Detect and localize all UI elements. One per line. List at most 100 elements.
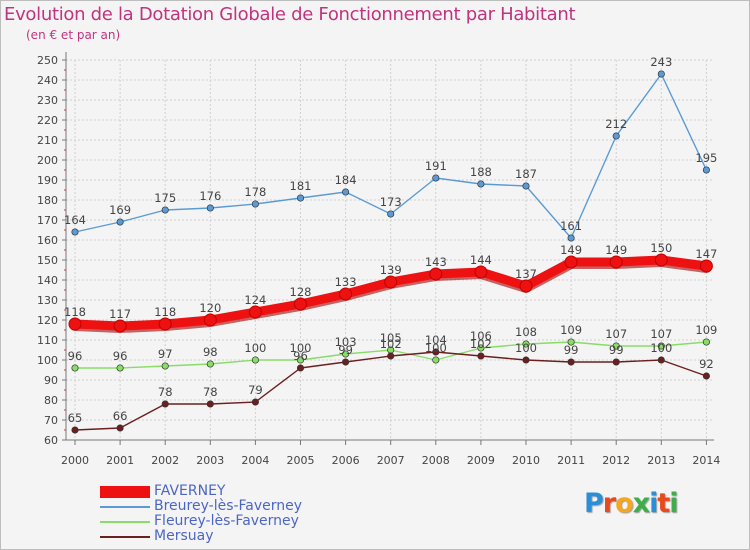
data-label-mersuay: 92 <box>699 357 714 371</box>
data-label-breurey-l-s-faverney: 173 <box>380 195 402 209</box>
data-label-mersuay: 78 <box>158 385 173 399</box>
data-point-breurey-l-s-faverney <box>702 166 710 174</box>
x-tick-label: 2013 <box>647 454 675 467</box>
data-point-breurey-l-s-faverney <box>657 70 665 78</box>
data-label-faverney: 150 <box>650 241 672 255</box>
data-label-breurey-l-s-faverney: 212 <box>605 117 627 131</box>
data-label-breurey-l-s-faverney: 176 <box>199 189 221 203</box>
legend-label: Mersuay <box>154 528 214 544</box>
y-tick-label: 130 <box>37 294 58 307</box>
y-tick-label: 190 <box>37 174 58 187</box>
y-tick-label: 210 <box>37 134 58 147</box>
data-point-faverney <box>564 255 578 269</box>
data-point-mersuay <box>387 352 395 360</box>
logo-letter: r <box>602 488 616 519</box>
data-label-breurey-l-s-faverney: 243 <box>650 55 672 69</box>
data-label-breurey-l-s-faverney: 188 <box>470 165 492 179</box>
series <box>68 70 713 434</box>
data-point-faverney <box>429 267 443 281</box>
data-label-faverney: 120 <box>199 301 221 315</box>
data-label-breurey-l-s-faverney: 169 <box>109 203 131 217</box>
data-point-fleurey-l-s-faverney <box>567 338 575 346</box>
y-tick-label: 60 <box>44 434 58 447</box>
y-tick-label: 170 <box>37 214 58 227</box>
x-tick-label: 2012 <box>602 454 630 467</box>
y-tick-label: 230 <box>37 94 58 107</box>
data-label-breurey-l-s-faverney: 184 <box>335 173 357 187</box>
y-tick-label: 90 <box>44 374 58 387</box>
data-label-mersuay: 66 <box>113 409 128 423</box>
data-point-fleurey-l-s-faverney <box>116 364 124 372</box>
data-label-faverney: 143 <box>425 255 447 269</box>
data-point-faverney <box>474 265 488 279</box>
data-label-fleurey-l-s-faverney: 100 <box>244 341 266 355</box>
legend-swatch <box>100 486 150 498</box>
logo-letter: t <box>657 488 670 519</box>
data-label-breurey-l-s-faverney: 191 <box>425 159 447 173</box>
data-label-fleurey-l-s-faverney: 103 <box>335 335 357 349</box>
data-label-breurey-l-s-faverney: 178 <box>244 185 266 199</box>
data-point-faverney <box>609 255 623 269</box>
data-point-faverney <box>339 287 353 301</box>
data-point-breurey-l-s-faverney <box>251 200 259 208</box>
data-label-fleurey-l-s-faverney: 107 <box>605 327 627 341</box>
x-tick-label: 2010 <box>512 454 540 467</box>
x-tick-label: 2009 <box>467 454 495 467</box>
data-label-faverney: 117 <box>109 307 131 321</box>
legend-swatch <box>100 521 150 523</box>
data-label-mersuay: 65 <box>68 411 83 425</box>
data-label-breurey-l-s-faverney: 175 <box>154 191 176 205</box>
data-point-fleurey-l-s-faverney <box>432 356 440 364</box>
data-labels: 164 169 175 176 178 181 184 173 191 188 187 161 212 2… <box>64 55 717 425</box>
data-point-fleurey-l-s-faverney <box>702 338 710 346</box>
data-point-fleurey-l-s-faverney <box>477 344 485 352</box>
data-point-faverney <box>158 317 172 331</box>
data-point-breurey-l-s-faverney <box>522 182 530 190</box>
data-label-faverney: 149 <box>605 243 627 257</box>
data-label-fleurey-l-s-faverney: 109 <box>560 323 582 337</box>
data-label-fleurey-l-s-faverney: 108 <box>515 325 537 339</box>
x-tick-label: 2014 <box>692 454 720 467</box>
x-tick-label: 2003 <box>196 454 224 467</box>
chart-title: Evolution de la Dotation Globale de Fonc… <box>4 4 576 25</box>
data-label-mersuay: 100 <box>650 341 672 355</box>
x-tick-label: 2008 <box>422 454 450 467</box>
y-tick-label: 120 <box>37 314 58 327</box>
data-point-faverney <box>699 259 713 273</box>
data-label-breurey-l-s-faverney: 164 <box>64 213 86 227</box>
data-point-faverney <box>113 319 127 333</box>
data-label-faverney: 124 <box>244 293 266 307</box>
data-point-mersuay <box>612 358 620 366</box>
data-point-breurey-l-s-faverney <box>116 218 124 226</box>
x-tick-label: 2002 <box>151 454 179 467</box>
data-point-mersuay <box>206 400 214 408</box>
proxiti-logo: Proxiti <box>584 488 679 519</box>
logo-letter: o <box>615 488 634 519</box>
x-tick-label: 2005 <box>287 454 315 467</box>
data-label-faverney: 137 <box>515 267 537 281</box>
data-label-fleurey-l-s-faverney: 100 <box>425 341 447 355</box>
data-point-breurey-l-s-faverney <box>612 132 620 140</box>
data-point-mersuay <box>522 356 530 364</box>
y-tick-label: 200 <box>37 154 58 167</box>
data-point-mersuay <box>657 356 665 364</box>
y-tick-label: 160 <box>37 234 58 247</box>
y-tick-label: 140 <box>37 274 58 287</box>
data-label-fleurey-l-s-faverney: 107 <box>650 327 672 341</box>
x-tick-label: 2006 <box>332 454 360 467</box>
data-point-mersuay <box>432 348 440 356</box>
data-point-mersuay <box>161 400 169 408</box>
data-point-faverney <box>203 313 217 327</box>
data-label-fleurey-l-s-faverney: 100 <box>290 341 312 355</box>
data-label-mersuay: 99 <box>338 343 353 357</box>
data-label-fleurey-l-s-faverney: 96 <box>113 349 128 363</box>
data-point-mersuay <box>71 426 79 434</box>
data-label-mersuay: 96 <box>293 349 308 363</box>
logo-letter: i <box>669 488 678 519</box>
data-point-fleurey-l-s-faverney <box>161 362 169 370</box>
data-label-faverney: 144 <box>470 253 492 267</box>
data-label-faverney: 118 <box>154 305 176 319</box>
data-label-mersuay: 99 <box>564 343 579 357</box>
